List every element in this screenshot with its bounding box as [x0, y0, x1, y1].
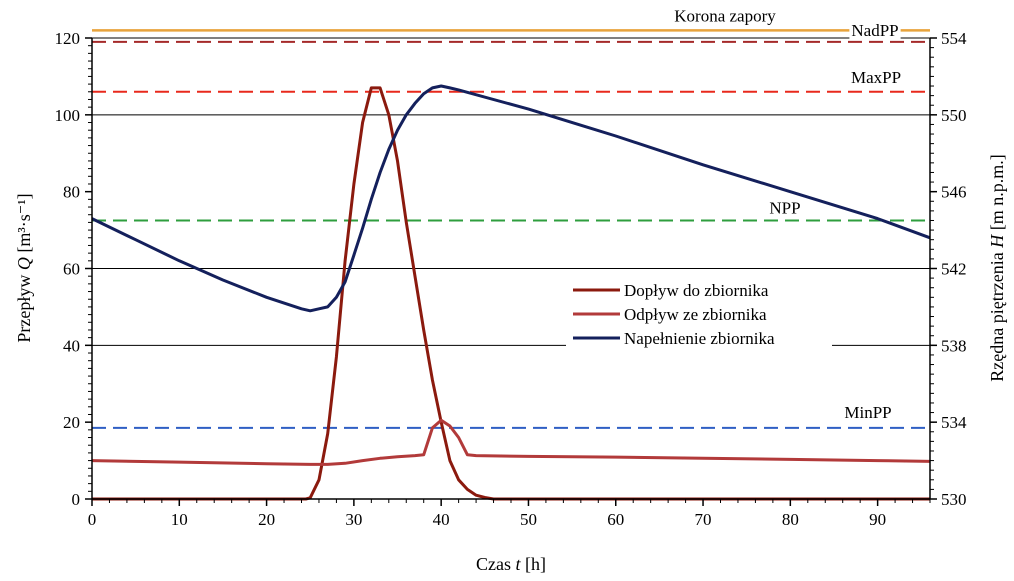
x-tick-label: 20 [258, 510, 275, 529]
x-tick-label: 30 [345, 510, 362, 529]
x-tick-label: 70 [695, 510, 712, 529]
x-axis-title: Czas t [h] [476, 554, 546, 574]
y-right-tick-label: 534 [941, 413, 967, 432]
x-tick-label: 40 [433, 510, 450, 529]
y-left-tick-label: 20 [63, 413, 80, 432]
series-line-doplyw-do-zbiornika [92, 86, 930, 501]
x-tick-label: 0 [88, 510, 97, 529]
y-right-tick-label: 542 [941, 260, 967, 279]
ref-label-bg [849, 20, 901, 40]
reference-lines: Korona zapory NadPP MaxPP NPP MinPP [92, 6, 930, 429]
y-right-tick-label: 554 [941, 29, 967, 48]
y-left-tick-label: 0 [72, 490, 81, 509]
y-right-tick-label: 546 [941, 183, 967, 202]
y-left-tick-label: 80 [63, 183, 80, 202]
ref-label-maxpp: MaxPP [851, 68, 901, 87]
series-line-napelnienie-zbiornika [91, 84, 931, 313]
series-line-odplyw-ze-zbiornika [91, 418, 931, 466]
legend-label: Odpływ ze zbiornika [624, 305, 767, 324]
x-tick-label: 60 [607, 510, 624, 529]
y-left-tick-label: 40 [63, 336, 80, 355]
legend-label: Dopływ do zbiornika [624, 281, 769, 300]
y-left-tick-label: 60 [63, 260, 80, 279]
ref-label-npp: NPP [769, 198, 800, 217]
ref-label-bg [842, 402, 894, 422]
x-tick-label: 90 [869, 510, 886, 529]
ref-label-bg [848, 67, 904, 87]
x-tick-label: 10 [171, 510, 188, 529]
x-ticks: 0 10 20 30 40 50 60 70 80 90 [88, 499, 931, 529]
ref-label-minpp: MinPP [844, 403, 891, 422]
y-right-tick-label: 550 [941, 106, 967, 125]
ref-label-korona-zapory: Korona zapory [674, 6, 776, 25]
y-left-axis-title: Przepływ Q [m³·s⁻¹] [14, 193, 34, 342]
y-right-axis-title: Rzędna piętrzenia H [m n.p.m.] [987, 154, 1007, 381]
ref-label-nadpp: NadPP [851, 21, 898, 40]
series-layer [91, 84, 931, 501]
ref-label-bg [767, 198, 803, 218]
y-left-ticks: 0 20 40 60 80 100 120 [55, 29, 92, 509]
y-left-tick-label: 100 [55, 106, 81, 125]
x-tick-label: 80 [782, 510, 799, 529]
x-tick-label: 50 [520, 510, 537, 529]
y-left-tick-label: 120 [55, 29, 81, 48]
legend-label: Napełnienie zbiornika [624, 329, 775, 348]
y-right-tick-label: 530 [941, 490, 967, 509]
legend: Dopływ do zbiornika Odpływ ze zbiornika Na… [566, 276, 832, 350]
y-right-ticks: 530 534 538 542 546 550 554 [930, 29, 967, 509]
y-right-tick-label: 538 [941, 336, 967, 355]
